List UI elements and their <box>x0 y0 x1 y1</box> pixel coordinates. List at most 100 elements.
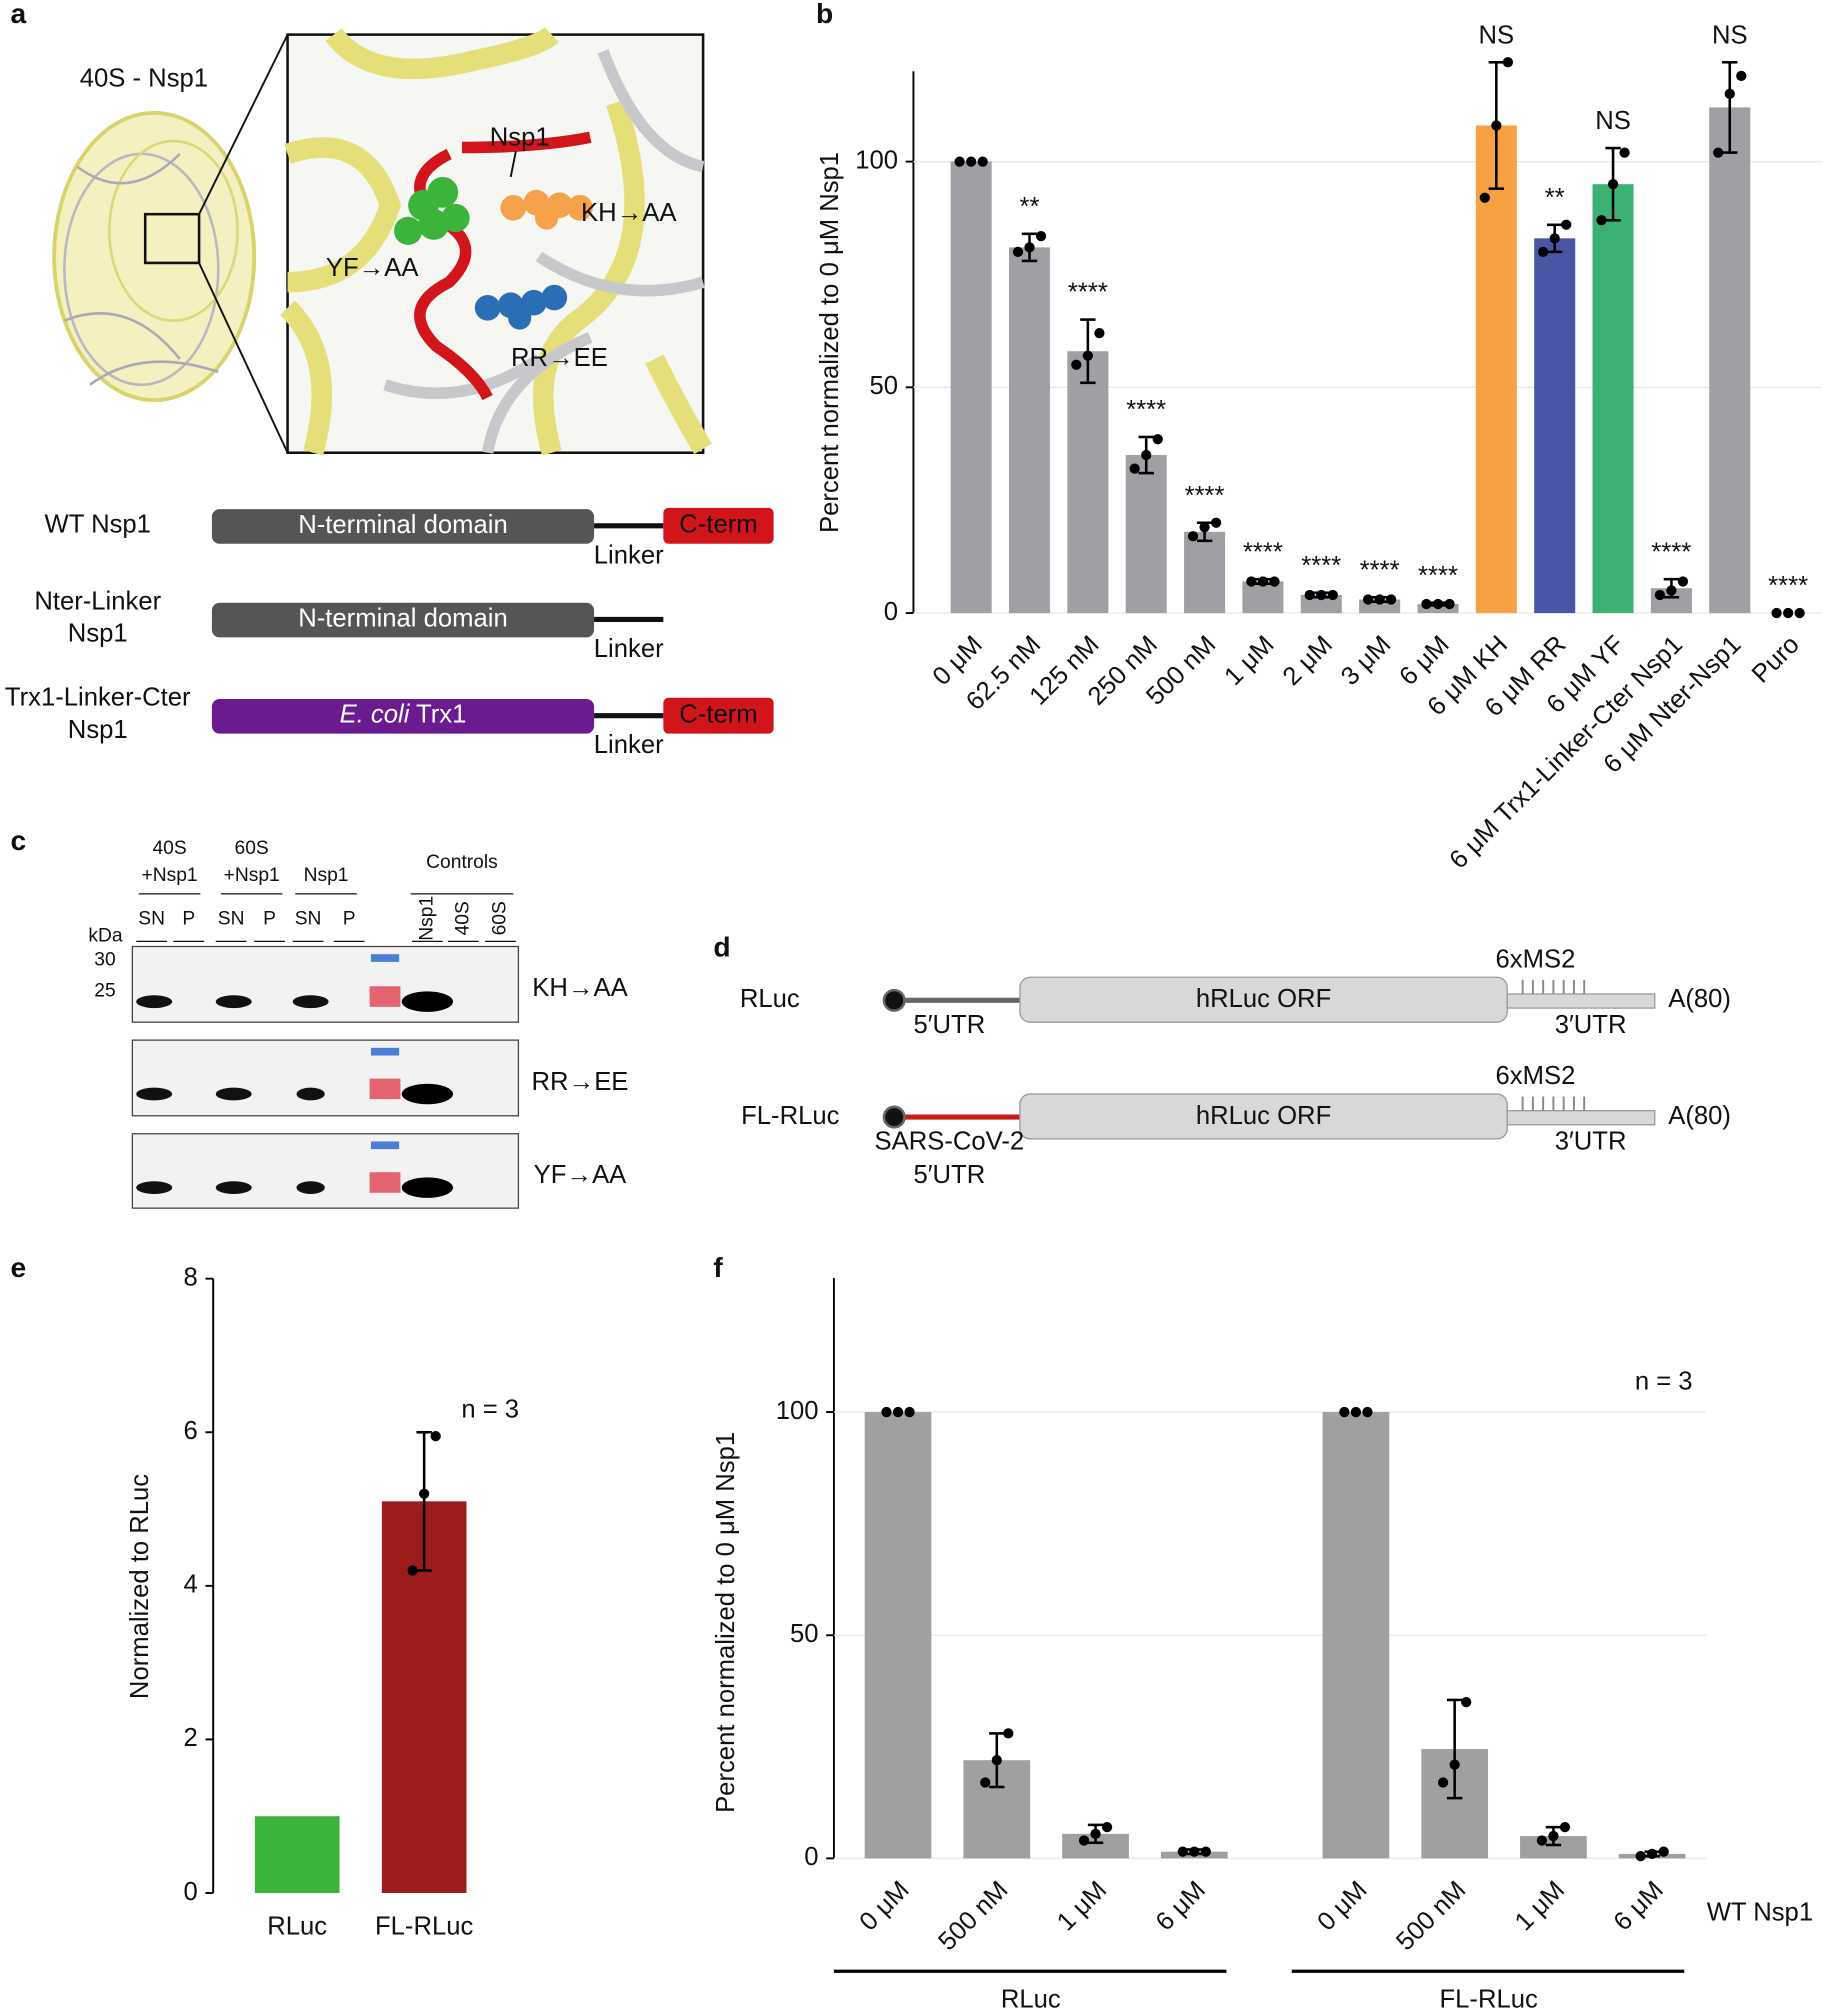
band <box>292 995 329 1009</box>
data-point <box>1257 576 1269 587</box>
significance-label: NS <box>1595 107 1631 135</box>
structure-title: 40S - Nsp1 <box>80 64 208 92</box>
band <box>215 995 252 1009</box>
cap <box>882 1105 906 1129</box>
y-tick-label: 0 <box>184 1878 198 1906</box>
bar <box>1242 581 1284 614</box>
domain-label: N-terminal domain <box>298 604 507 632</box>
band <box>215 1181 252 1195</box>
data-point <box>966 156 977 167</box>
n-label: n = 3 <box>1635 1367 1693 1395</box>
data-point <box>1647 1848 1658 1860</box>
data-point <box>1078 1835 1090 1846</box>
data-point <box>1090 1828 1101 1839</box>
band <box>136 1181 173 1195</box>
lane-label: SN <box>295 909 322 930</box>
residue-label: YF→AA <box>326 254 420 282</box>
lane-group: Controls <box>426 852 498 873</box>
band <box>401 1083 454 1105</box>
domain <box>211 509 595 544</box>
utr5-label: SARS-CoV-2 <box>875 1128 1025 1156</box>
utr5-label: 5′UTR <box>913 1011 985 1039</box>
data-point <box>1210 517 1222 528</box>
data-point <box>1794 607 1805 619</box>
residue-label: KH→AA <box>581 199 677 227</box>
blot <box>131 1039 520 1117</box>
bar <box>1322 1412 1390 1859</box>
bar <box>1709 107 1751 614</box>
cap <box>882 988 906 1012</box>
domain <box>211 602 595 638</box>
data-point <box>1736 70 1747 81</box>
lane-label: P <box>343 909 356 930</box>
ladder-red <box>369 986 401 1007</box>
blot-label: RR→EE <box>532 1068 629 1096</box>
lane-group: 40S <box>152 838 186 859</box>
significance-label: **** <box>1243 538 1283 566</box>
data-point <box>1177 1846 1188 1857</box>
mw-marker: 30 <box>94 950 115 971</box>
domain-label: E. coli Trx1 <box>340 700 467 728</box>
polya-label: A(80) <box>1668 1102 1731 1130</box>
bar <box>1534 238 1576 614</box>
data-point <box>1082 350 1093 361</box>
lane-group: +Nsp1 <box>224 865 280 886</box>
linker-label: Linker <box>594 731 664 759</box>
data-point <box>892 1406 904 1418</box>
construct-name: RLuc <box>740 985 800 1013</box>
significance-label: **** <box>1360 556 1400 584</box>
linker-label: Linker <box>594 635 664 663</box>
bar <box>864 1412 932 1859</box>
data-point <box>1071 359 1082 370</box>
data-point <box>1386 594 1397 605</box>
data-point <box>1548 1830 1559 1842</box>
lane-label: 40S <box>452 901 473 935</box>
cterm-domain <box>663 507 774 544</box>
n-label: n = 3 <box>461 1396 519 1424</box>
lane-label: P <box>182 909 195 930</box>
data-point <box>1635 1851 1646 1862</box>
y-tick-label: 4 <box>184 1571 198 1599</box>
orf-label: hRLuc ORF <box>1196 1102 1331 1130</box>
data-point <box>1269 576 1280 587</box>
domain <box>211 698 595 734</box>
data-point <box>1152 434 1163 445</box>
group-label: RLuc <box>1001 1986 1061 2011</box>
significance-label: NS <box>1479 21 1515 49</box>
y-tick-label: 100 <box>776 1397 819 1425</box>
data-point <box>1024 242 1035 253</box>
bar <box>1125 455 1167 614</box>
blot <box>131 1133 520 1209</box>
data-point <box>1536 1835 1548 1846</box>
data-point <box>1677 576 1689 587</box>
data-point <box>1561 219 1572 230</box>
data-point <box>904 1406 915 1418</box>
data-point <box>1782 607 1794 619</box>
ladder-red <box>369 1078 401 1100</box>
lane-label: Nsp1 <box>416 896 437 941</box>
domain-label-part: E. coli <box>340 700 411 728</box>
cterm-label: C-term <box>679 511 757 539</box>
x-tick-label: 1 μM <box>1052 1876 1112 1936</box>
data-point <box>407 1565 418 1576</box>
y-tick-label: 50 <box>790 1620 819 1648</box>
y-axis-label: Percent normalized to 0 μM Nsp1 <box>816 152 844 533</box>
band <box>215 1087 252 1101</box>
group-label: FL-RLuc <box>1439 1986 1537 2011</box>
data-point <box>1304 589 1315 601</box>
polya-label: A(80) <box>1668 985 1731 1013</box>
domain-label: N-terminal domain <box>298 511 507 539</box>
x-tick-label: 0 μM <box>854 1876 914 1936</box>
y-axis-label: Percent normalized to 0 μM Nsp1 <box>712 1432 740 1813</box>
x-tick-label: 6 μM <box>1608 1876 1668 1936</box>
data-point <box>1350 1406 1362 1418</box>
bar <box>1184 531 1226 614</box>
x-tick-label: 6 μM <box>1151 1876 1211 1936</box>
significance-label: **** <box>1068 279 1108 307</box>
data-point <box>1362 1406 1373 1418</box>
y-tick-label: 2 <box>184 1724 198 1752</box>
significance-label: **** <box>1418 562 1458 590</box>
utr3 <box>1506 1110 1656 1126</box>
data-point <box>1200 1846 1211 1857</box>
construct-name: Nsp1 <box>68 620 128 648</box>
